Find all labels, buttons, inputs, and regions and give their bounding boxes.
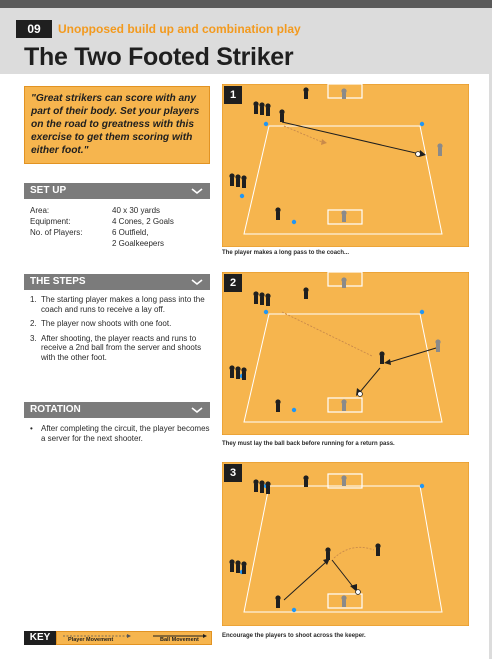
setup-value: 6 Outfield, <box>112 228 149 237</box>
diagram-badge: 1 <box>224 86 242 104</box>
drill-topic: Unopposed build up and combination play <box>58 22 301 36</box>
step-text: The player now shoots with one foot. <box>41 319 172 329</box>
step-number: 2. <box>30 319 37 329</box>
step-number: 1. <box>30 295 37 304</box>
quote-box: "Great strikers can score with any part … <box>24 86 210 164</box>
setup-key: Equipment: <box>30 217 71 226</box>
step-item: 3. After shooting, the player reacts and … <box>30 334 212 363</box>
goalkeepers <box>341 88 347 222</box>
goal-bottom <box>327 209 363 225</box>
step-text: The starting player makes a long pass in… <box>41 295 205 314</box>
steps-list: 1. The starting player makes a long pass … <box>30 295 212 368</box>
page-header: 09 Unopposed build up and combination pl… <box>0 8 492 74</box>
diagram-badge: 2 <box>224 274 242 292</box>
setup-value: 2 Goalkeepers <box>112 239 165 248</box>
key-legend: KEY Player Movement Ball Movement <box>24 631 212 645</box>
setup-heading: SET UP <box>30 185 67 196</box>
rotation-item: • After completing the circuit, the playe… <box>30 424 212 443</box>
rotation-heading-bar[interactable]: ROTATION <box>24 402 210 418</box>
chevron-down-icon <box>191 407 203 414</box>
diagram-2: 2 <box>222 272 469 435</box>
key-ball-movement: Ball Movement <box>160 637 199 643</box>
setup-key: Area: <box>30 206 50 215</box>
diagram-badge: 3 <box>224 464 242 482</box>
key-label: KEY <box>24 631 56 645</box>
rotation-heading: ROTATION <box>30 404 81 415</box>
step-text: After shooting, the player reacts and ru… <box>41 333 202 362</box>
steps-heading-bar[interactable]: THE STEPS <box>24 274 210 290</box>
cones <box>239 121 425 225</box>
chevron-down-icon <box>191 279 203 286</box>
setup-value: 40 x 30 yards <box>112 206 161 215</box>
setup-value: 4 Cones, 2 Goals <box>112 217 174 226</box>
diagram-1: 1 <box>222 84 469 247</box>
key-box <box>56 631 212 645</box>
players <box>229 87 309 220</box>
coach <box>437 143 443 156</box>
pitch-diagram-3 <box>222 462 469 626</box>
rotation-text: After completing the circuit, the player… <box>41 424 210 443</box>
top-bar <box>0 0 492 8</box>
diagram-caption: The player makes a long pass to the coac… <box>222 250 350 256</box>
pitch-diagram-1 <box>222 84 469 247</box>
setup-key: No. of Players: <box>30 228 83 237</box>
page-edge-strip <box>489 74 492 659</box>
key-player-movement: Player Movement <box>68 637 114 643</box>
page-title: The Two Footed Striker <box>24 43 294 71</box>
ball <box>415 151 421 157</box>
pitch-diagram-2 <box>222 272 469 435</box>
diagram-3: 3 <box>222 462 469 626</box>
step-item: 1. The starting player makes a long pass … <box>30 295 212 314</box>
rotation-list: • After completing the circuit, the playe… <box>30 424 212 443</box>
quote-text: "Great strikers can score with any part … <box>31 93 200 156</box>
drill-number: 09 <box>16 20 52 38</box>
key-lines <box>63 634 207 638</box>
setup-heading-bar[interactable]: SET UP <box>24 183 210 199</box>
diagram-caption: They must lay the ball back before runni… <box>222 441 395 447</box>
step-item: 2. The player now shoots with one foot. <box>30 319 212 329</box>
step-number: 3. <box>30 333 37 343</box>
diagram-caption: Encourage the players to shoot across th… <box>222 633 366 639</box>
steps-heading: THE STEPS <box>30 276 86 287</box>
chevron-down-icon <box>191 188 203 195</box>
bullet: • <box>30 424 33 433</box>
